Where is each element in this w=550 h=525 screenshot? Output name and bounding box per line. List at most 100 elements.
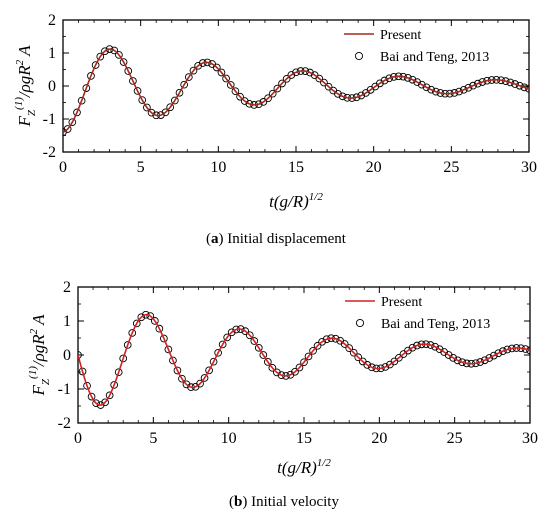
data-point (160, 334, 168, 343)
legend-marker-swatch (355, 318, 365, 328)
data-point (431, 87, 440, 96)
data-point (96, 52, 105, 61)
data-point (506, 78, 515, 87)
data-point (304, 352, 313, 361)
y-tick-label: 1 (63, 313, 71, 330)
data-point (324, 82, 333, 91)
data-point (318, 337, 326, 346)
data-point (489, 351, 498, 360)
data-point (480, 356, 489, 365)
data-point (184, 73, 193, 81)
data-point (422, 83, 431, 92)
data-point (526, 346, 530, 355)
data-point (200, 374, 209, 382)
data-point (132, 319, 141, 328)
data-point (245, 331, 254, 340)
data-point (511, 80, 519, 88)
chart-caption: (b) Initial velocity (229, 494, 339, 510)
data-point (464, 83, 473, 92)
data-point (161, 108, 170, 117)
series-present-line (78, 313, 530, 406)
data-point (217, 68, 226, 77)
data-point (180, 80, 189, 89)
data-point (427, 85, 435, 94)
data-point (485, 354, 494, 362)
data-point (245, 99, 254, 108)
data-point (287, 71, 296, 79)
data-point (408, 343, 417, 352)
data-point (367, 363, 376, 372)
y-axis-label: FZ(1)/ρgR2 A (13, 45, 38, 128)
x-tick-label: 25 (443, 159, 459, 176)
data-point (263, 358, 272, 366)
data-point (236, 92, 244, 101)
data-point (313, 341, 322, 350)
data-point (143, 103, 151, 112)
data-point (110, 46, 119, 55)
legend-marker-swatch (354, 51, 364, 61)
chart-a: 0 5 10 15 20 25 30 -2 -1 0 1 2 Present Bai and Teng, … (13, 12, 537, 247)
data-point (214, 348, 222, 357)
plot-frame (62, 19, 530, 153)
data-point (137, 313, 146, 322)
data-point (282, 74, 291, 83)
data-point (115, 51, 123, 59)
data-point (128, 329, 137, 337)
x-tick-label: 15 (288, 159, 304, 176)
data-point (273, 368, 281, 377)
data-point (458, 358, 467, 367)
data-point (78, 367, 87, 376)
data-point (354, 353, 363, 362)
data-point (173, 366, 182, 375)
data-point (278, 79, 286, 88)
x-tick-label: 10 (221, 430, 237, 447)
chart-b: 0 5 10 15 20 25 30 -2 -1 0 1 2 Present Bai and Teng, … (27, 279, 538, 510)
data-point (110, 381, 119, 389)
data-point (476, 358, 485, 366)
y-tick-label: 0 (48, 78, 56, 95)
data-point (478, 78, 487, 86)
data-point (338, 92, 347, 101)
data-point (306, 68, 314, 77)
data-point (133, 87, 142, 95)
x-tick-label: 30 (522, 430, 538, 447)
legend-label-present: Present (381, 295, 422, 310)
data-point (205, 366, 213, 375)
data-point (413, 341, 421, 350)
y-tick-label: -2 (43, 144, 56, 161)
data-point (222, 74, 230, 83)
data-point (129, 77, 137, 85)
data-point (189, 66, 198, 75)
data-point (87, 392, 96, 401)
data-point (417, 80, 426, 89)
data-point (322, 335, 331, 344)
data-point (119, 58, 128, 66)
data-point (413, 78, 422, 86)
data-point (124, 67, 133, 75)
data-point (469, 81, 477, 90)
data-point (385, 74, 394, 83)
x-tick-label: 0 (59, 159, 67, 176)
data-point (309, 346, 317, 355)
data-point (273, 84, 282, 93)
x-tick-label: 5 (137, 159, 145, 176)
data-point (254, 343, 263, 352)
data-point (345, 344, 354, 352)
data-point (147, 108, 156, 117)
data-point (292, 68, 300, 77)
y-tick-label: -1 (43, 111, 56, 128)
data-point (82, 84, 91, 92)
x-tick-label: 20 (366, 159, 382, 176)
data-point (223, 333, 232, 342)
data-point (91, 61, 100, 69)
data-point (68, 118, 77, 127)
x-tick-label: 30 (521, 159, 537, 176)
data-point (166, 103, 175, 112)
data-point (155, 324, 164, 333)
data-point (105, 391, 114, 400)
data-point (138, 96, 147, 104)
data-point (455, 87, 463, 96)
x-tick-label: 25 (447, 430, 463, 447)
data-point (494, 349, 503, 358)
data-point (395, 353, 403, 362)
